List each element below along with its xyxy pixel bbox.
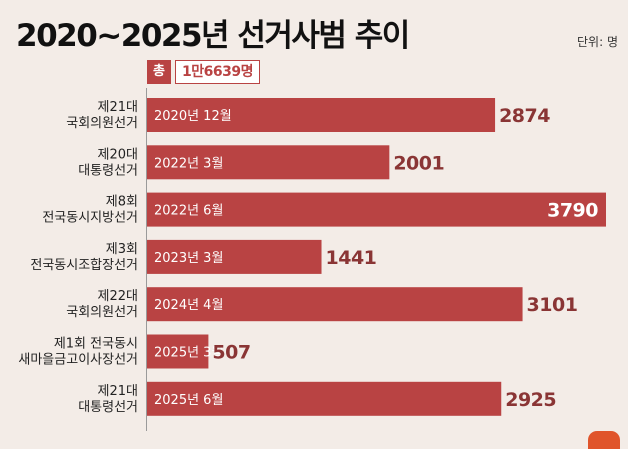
bar-value-label: 2925 bbox=[505, 389, 556, 411]
bar bbox=[147, 287, 523, 322]
category-label: 국회의원선거 bbox=[66, 305, 138, 320]
bar-date-label: 2023년 3월 bbox=[154, 251, 223, 266]
category-label: 대통령선거 bbox=[78, 163, 138, 178]
category-label: 제8회 bbox=[106, 195, 138, 210]
unit-label: 단위: 명 bbox=[577, 35, 618, 49]
category-label: 전국동시지방선거 bbox=[42, 211, 138, 226]
bar-date-label: 2025년 3월 bbox=[154, 346, 223, 361]
bar-value-label: 3101 bbox=[527, 294, 578, 316]
bar-value-label: 2001 bbox=[393, 152, 444, 174]
category-label: 대통령선거 bbox=[78, 400, 138, 415]
category-label: 제22대 bbox=[98, 289, 138, 304]
bar bbox=[147, 192, 606, 227]
bar bbox=[147, 239, 322, 274]
bar-date-label: 2020년 12월 bbox=[154, 109, 232, 124]
chart-title: 2020~2025년 선거사범 추이 bbox=[16, 18, 410, 54]
bar bbox=[147, 381, 502, 416]
bar-value-label: 3790 bbox=[547, 200, 598, 222]
total-label: 총 bbox=[147, 60, 171, 84]
category-label: 제3회 bbox=[106, 242, 138, 257]
bar-value-label: 507 bbox=[212, 342, 250, 364]
category-label: 제21대 bbox=[98, 100, 138, 115]
bar-date-label: 2022년 3월 bbox=[154, 156, 223, 171]
axis-line bbox=[146, 88, 147, 431]
bar-value-label: 1441 bbox=[326, 247, 377, 269]
bar-date-label: 2024년 4월 bbox=[154, 298, 223, 313]
bar bbox=[147, 334, 209, 369]
category-label: 전국동시조합장선거 bbox=[30, 258, 138, 273]
total-value: 1만6639명 bbox=[175, 60, 260, 84]
bar-date-label: 2022년 6월 bbox=[154, 204, 223, 219]
category-label: 새마을금고이사장선거 bbox=[18, 353, 138, 368]
bar-date-label: 2025년 6월 bbox=[154, 393, 223, 408]
bar bbox=[147, 98, 496, 132]
bar-value-label: 2874 bbox=[499, 105, 550, 127]
category-label: 제21대 bbox=[98, 384, 138, 399]
bar bbox=[147, 145, 390, 180]
logo-mark bbox=[588, 431, 620, 449]
category-label: 국회의원선거 bbox=[66, 116, 138, 131]
category-label: 제20대 bbox=[98, 147, 138, 162]
category-label: 제1회 전국동시 bbox=[54, 337, 138, 352]
